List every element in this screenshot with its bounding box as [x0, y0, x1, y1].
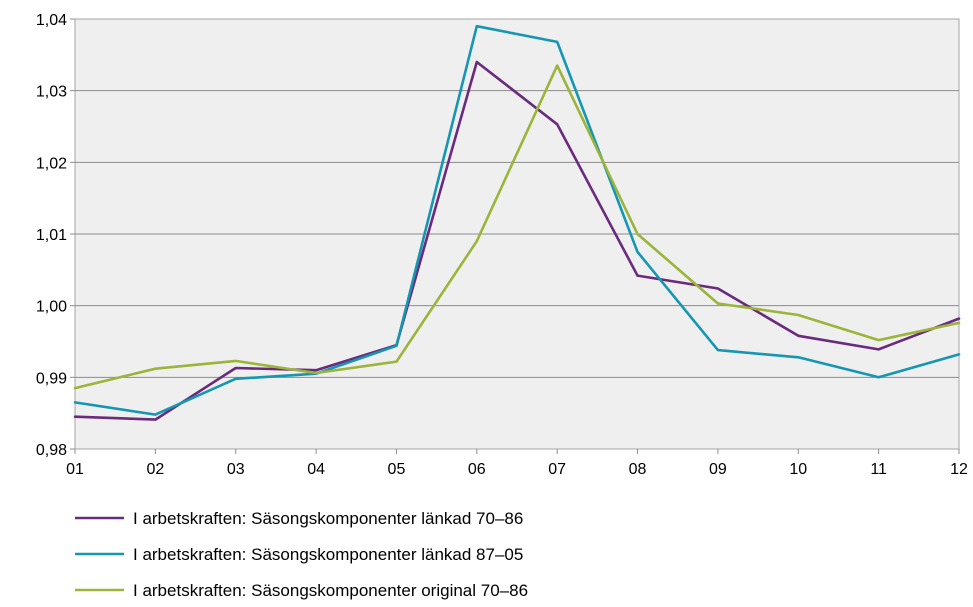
x-tick-label: 11 — [870, 461, 887, 478]
x-tick-label: 12 — [950, 461, 968, 478]
series-line-1 — [73, 60, 961, 421]
x-tick-label: 02 — [146, 461, 164, 478]
legend-label: I arbetskraften: Säsongskomponenter länk… — [133, 545, 523, 564]
legend-label: I arbetskraften: Säsongskomponenter länk… — [133, 509, 523, 528]
y-tick-label: 1,04 — [36, 12, 67, 29]
y-tick-label: 0,99 — [36, 370, 67, 387]
x-tick-label: 08 — [629, 461, 647, 478]
x-tick-label: 09 — [709, 461, 727, 478]
x-tick-label: 01 — [66, 461, 84, 478]
series-lines — [73, 24, 961, 421]
y-tick-label: 0,98 — [36, 442, 67, 459]
x-tick-label: 06 — [468, 461, 486, 478]
x-tick-label: 04 — [307, 461, 325, 478]
y-axis-ticks: 0,98 0,99 1,00 1,01 1,02 1,03 1,04 — [36, 12, 75, 459]
legend-label: I arbetskraften: Säsongskomponenter orig… — [133, 581, 528, 600]
x-tick-label: 10 — [789, 461, 807, 478]
y-tick-label: 1,00 — [36, 299, 67, 316]
y-tick-label: 1,02 — [36, 155, 67, 172]
x-tick-label: 05 — [388, 461, 406, 478]
series-line-2 — [73, 24, 961, 416]
y-tick-label: 1,03 — [36, 84, 67, 101]
x-tick-label: 07 — [548, 461, 566, 478]
x-tick-label: 03 — [227, 461, 245, 478]
x-axis-ticks: 01 02 03 04 05 06 07 08 09 10 11 12 — [66, 449, 968, 478]
legend: I arbetskraften: Säsongskomponenter länk… — [75, 509, 528, 600]
y-tick-label: 1,01 — [36, 227, 67, 244]
series-line-3 — [73, 64, 961, 390]
